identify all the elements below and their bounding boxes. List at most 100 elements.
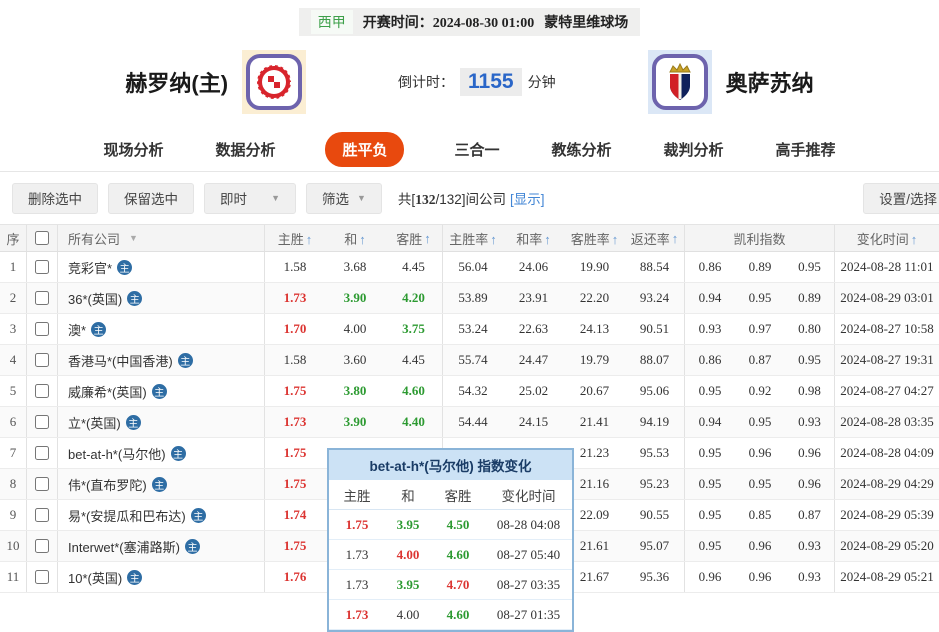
header-label: 客胜 bbox=[396, 231, 423, 247]
header-odds-1[interactable]: 主胜 ↑ bbox=[265, 229, 325, 248]
tab-7[interactable]: 高手推荐 bbox=[775, 142, 836, 159]
odds-2: 3.60 bbox=[343, 352, 367, 367]
header-company[interactable]: 所有公司 ▼ bbox=[58, 225, 265, 251]
company-cell[interactable]: 立*(英国) 主 bbox=[58, 407, 265, 437]
odds-2: 4.00 bbox=[343, 321, 367, 336]
row-seq: 5 bbox=[0, 376, 27, 406]
row-seq: 11 bbox=[0, 562, 27, 592]
row-checkbox[interactable] bbox=[35, 539, 49, 553]
change-time: 2024-08-29 05:20 bbox=[840, 538, 934, 553]
row-checkbox[interactable] bbox=[35, 446, 49, 460]
header-seq: 序 bbox=[0, 225, 27, 251]
row-checkbox[interactable] bbox=[35, 291, 49, 305]
company-cell[interactable]: 澳* 主 bbox=[58, 314, 265, 344]
header-odds-2[interactable]: 和 ↑ bbox=[325, 229, 385, 248]
tab-6[interactable]: 裁判分析 bbox=[663, 142, 724, 159]
change-time: 2024-08-29 03:01 bbox=[840, 290, 934, 305]
popup-row: 1.73 3.95 4.70 08-27 03:35 bbox=[329, 570, 572, 600]
header-rate-1[interactable]: 主胜率 ↑ bbox=[443, 229, 503, 248]
tab-1[interactable]: 现场分析 bbox=[103, 142, 164, 159]
home-odds-badge-icon: 主 bbox=[177, 352, 193, 368]
rate-4: 88.07 bbox=[625, 345, 685, 375]
company-cell[interactable]: 威廉希*(英国) 主 bbox=[58, 376, 265, 406]
table-row[interactable]: 6 立*(英国) 主 1.73 3.90 4.40 54.44 24.15 21.41 94.19… bbox=[0, 407, 939, 438]
rate-4: 95.06 bbox=[625, 376, 685, 406]
row-checkbox[interactable] bbox=[35, 322, 49, 336]
table-row[interactable]: 1 竞彩官* 主 1.58 3.68 4.45 56.04 24.06 19.90 88.54 0.… bbox=[0, 252, 939, 283]
rate-3: 22.09 bbox=[579, 507, 610, 522]
kelly-2: 0.95 bbox=[748, 476, 772, 491]
show-link[interactable]: [显示] bbox=[509, 192, 545, 207]
rate-3: 22.20 bbox=[579, 290, 610, 305]
odds-change-popup: bet-at-h*(马尔他) 指数变化 主胜 和 客胜 变化时间 1.75 3.95 4.5… bbox=[327, 448, 574, 632]
delete-selected-button[interactable]: 删除选中 bbox=[12, 182, 98, 214]
company-cell[interactable]: 易*(安提瓜和巴布达) 主 bbox=[58, 500, 265, 530]
header-odds-3[interactable]: 客胜 ↑ bbox=[385, 225, 443, 251]
rate-1: 54.44 bbox=[458, 414, 488, 429]
company-name: 易*(安提瓜和巴布达) bbox=[68, 508, 186, 524]
change-time: 2024-08-29 04:29 bbox=[840, 476, 934, 491]
filter-label: 筛选 bbox=[322, 192, 349, 207]
table-row[interactable]: 7 bet-at-h*(马尔他) 主 1.75 21.23 95.53 0.95 0.96 0.… bbox=[0, 438, 939, 469]
keep-selected-button[interactable]: 保留选中 bbox=[108, 182, 194, 214]
row-checkbox[interactable] bbox=[35, 260, 49, 274]
company-cell[interactable]: bet-at-h*(马尔他) 主 bbox=[58, 438, 265, 468]
company-name: Interwet*(塞浦路斯) bbox=[68, 539, 180, 555]
popup-odds-2: 4.00 bbox=[396, 546, 420, 562]
row-checkbox[interactable] bbox=[35, 570, 49, 584]
select-all-checkbox[interactable] bbox=[35, 231, 49, 245]
filter-dropdown[interactable]: 筛选 ▼ bbox=[306, 182, 382, 214]
home-odds-badge-icon: 主 bbox=[190, 507, 206, 523]
odds-2: 3.90 bbox=[343, 290, 367, 305]
home-team-logo bbox=[242, 50, 307, 114]
home-team: 赫罗纳(主) bbox=[125, 50, 307, 114]
row-seq: 9 bbox=[0, 500, 27, 530]
sort-up-icon: ↑ bbox=[305, 231, 313, 247]
company-cell[interactable]: 10*(英国) 主 bbox=[58, 562, 265, 592]
header-rate-3[interactable]: 客胜率 ↑ bbox=[564, 229, 625, 248]
tab-4[interactable]: 三合一 bbox=[454, 142, 500, 159]
dropdown-arrow-icon: ▼ bbox=[129, 233, 138, 243]
tab-3[interactable]: 胜平负 bbox=[325, 132, 405, 167]
rate-2: 24.06 bbox=[518, 259, 549, 274]
rate-1: 56.04 bbox=[458, 259, 488, 274]
sort-up-icon: ↑ bbox=[910, 231, 918, 247]
company-cell[interactable]: 竞彩官* 主 bbox=[58, 252, 265, 282]
odds-3: 4.60 bbox=[385, 376, 443, 406]
header-rate-4[interactable]: 返还率 ↑ bbox=[625, 225, 685, 251]
row-checkbox[interactable] bbox=[35, 415, 49, 429]
home-odds-badge-icon: 主 bbox=[127, 569, 143, 585]
tab-5[interactable]: 教练分析 bbox=[551, 142, 612, 159]
row-checkbox[interactable] bbox=[35, 353, 49, 367]
rate-4: 90.55 bbox=[625, 500, 685, 530]
company-cell[interactable]: Interwet*(塞浦路斯) 主 bbox=[58, 531, 265, 561]
tab-2[interactable]: 数据分析 bbox=[215, 142, 276, 159]
header-time[interactable]: 变化时间 ↑ bbox=[835, 229, 939, 248]
popup-change-time: 08-27 05:40 bbox=[496, 546, 561, 562]
rate-3: 21.61 bbox=[579, 538, 610, 553]
popup-odds-3: 4.70 bbox=[446, 576, 470, 592]
settings-select-button[interactable]: 设置/选择 bbox=[863, 182, 939, 214]
company-cell[interactable]: 香港马*(中国香港) 主 bbox=[58, 345, 265, 375]
odds-1: 1.58 bbox=[283, 259, 307, 274]
table-row[interactable]: 5 威廉希*(英国) 主 1.75 3.80 4.60 54.32 25.02 20.67 95.… bbox=[0, 376, 939, 407]
change-time: 2024-08-28 03:35 bbox=[840, 414, 934, 429]
odds-2: 3.90 bbox=[343, 414, 367, 429]
table-row[interactable]: 3 澳* 主 1.70 4.00 3.75 53.24 22.63 24.13 90.51 0.93… bbox=[0, 314, 939, 345]
company-cell[interactable]: 伟*(直布罗陀) 主 bbox=[58, 469, 265, 499]
instant-odds-dropdown[interactable]: 即时 ▼ bbox=[204, 182, 296, 214]
row-checkbox[interactable] bbox=[35, 477, 49, 491]
row-checkbox[interactable] bbox=[35, 384, 49, 398]
popup-odds-1: 1.73 bbox=[345, 606, 369, 622]
table-row[interactable]: 4 香港马*(中国香港) 主 1.58 3.60 4.45 55.74 24.47 19.79 8… bbox=[0, 345, 939, 376]
popup-row: 1.75 3.95 4.50 08-28 04:08 bbox=[329, 510, 572, 540]
company-cell[interactable]: 36*(英国) 主 bbox=[58, 283, 265, 313]
kelly-3: 0.89 bbox=[785, 283, 835, 313]
header-rate-2[interactable]: 和率 ↑ bbox=[503, 229, 564, 248]
table-row[interactable]: 2 36*(英国) 主 1.73 3.90 4.20 53.89 23.91 22.20 93.2… bbox=[0, 283, 939, 314]
league-badge[interactable]: 西甲 bbox=[310, 10, 353, 34]
sort-up-icon: ↑ bbox=[359, 231, 366, 247]
countdown: 倒计时： 1155 分钟 bbox=[398, 68, 556, 96]
row-checkbox[interactable] bbox=[35, 508, 49, 522]
kelly-2: 0.89 bbox=[748, 259, 772, 274]
